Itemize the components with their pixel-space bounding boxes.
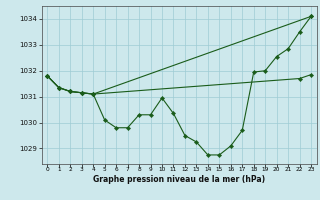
X-axis label: Graphe pression niveau de la mer (hPa): Graphe pression niveau de la mer (hPa): [93, 175, 265, 184]
